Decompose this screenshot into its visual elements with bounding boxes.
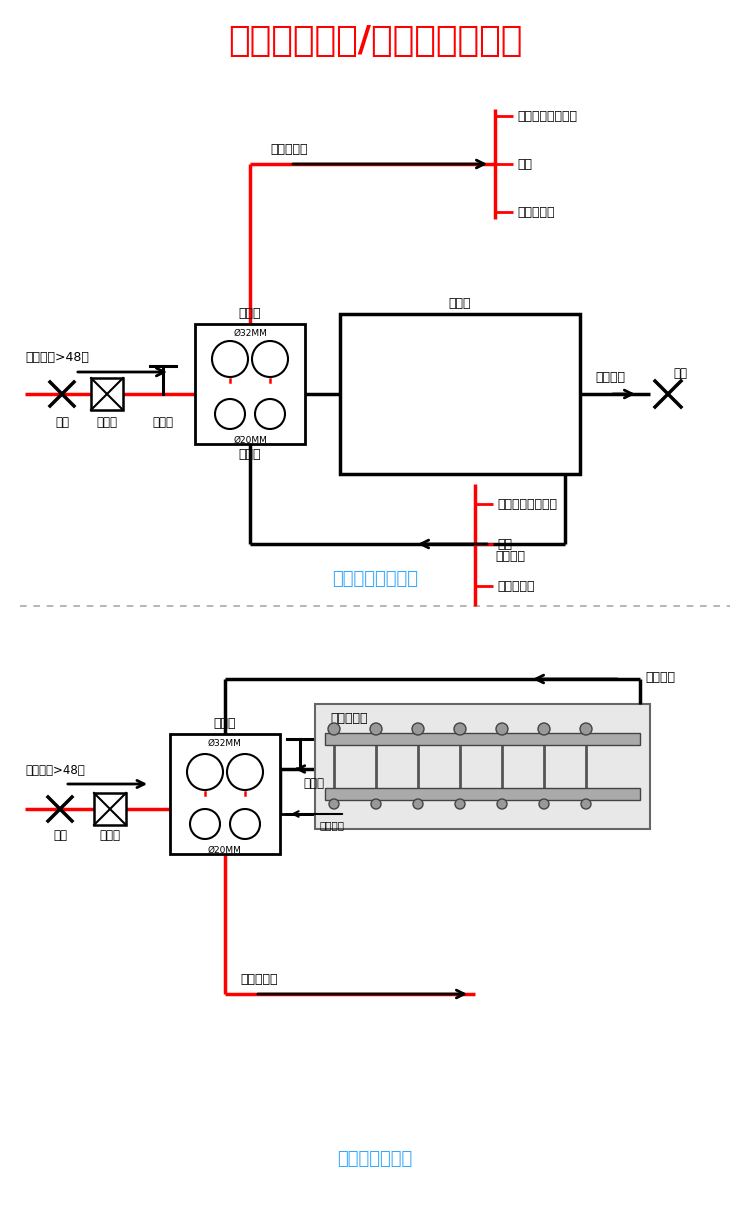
Circle shape	[538, 723, 550, 734]
Text: 热水源进>48度: 热水源进>48度	[25, 351, 88, 364]
Text: Ø20MM: Ø20MM	[233, 436, 267, 446]
Text: 阀门: 阀门	[53, 829, 67, 842]
Text: （暖气片安装图）: （暖气片安装图）	[332, 570, 418, 588]
Circle shape	[230, 809, 260, 838]
Text: （地暖安装图）: （地暖安装图）	[338, 1151, 412, 1168]
Text: 热水源进>48度: 热水源进>48度	[25, 764, 85, 777]
Circle shape	[581, 799, 591, 809]
Text: 过滤器: 过滤器	[97, 416, 118, 428]
Circle shape	[412, 723, 424, 734]
Circle shape	[497, 799, 507, 809]
Circle shape	[455, 799, 465, 809]
Bar	[340, 315, 580, 474]
Bar	[325, 733, 640, 745]
Text: 阀门: 阀门	[673, 367, 687, 379]
Text: 暖气片: 暖气片	[448, 297, 471, 310]
Circle shape	[252, 341, 288, 377]
Circle shape	[329, 799, 339, 809]
Text: 换热水: 换热水	[214, 717, 236, 730]
Text: 洗菜，洗碗，做饭: 洗菜，洗碗，做饭	[517, 109, 577, 122]
Text: 放气阀: 放气阀	[303, 777, 324, 789]
Text: Ø32MM: Ø32MM	[233, 329, 267, 338]
Text: 自来水进: 自来水进	[495, 550, 525, 563]
Circle shape	[370, 723, 382, 734]
Bar	[94, 793, 126, 825]
Circle shape	[496, 723, 508, 734]
Bar	[91, 378, 123, 410]
Text: 阀门: 阀门	[55, 416, 69, 428]
Text: 生活热水出: 生活热水出	[240, 973, 278, 987]
Text: 洗澡: 洗澡	[497, 537, 512, 551]
Bar	[195, 324, 305, 444]
Circle shape	[539, 799, 549, 809]
Text: 热水源出: 热水源出	[320, 820, 345, 830]
Bar	[315, 704, 650, 829]
Text: 洗衣，洗手: 洗衣，洗手	[517, 206, 554, 219]
Text: 洗菜，洗碗，做饭: 洗菜，洗碗，做饭	[497, 497, 557, 510]
Text: 地暖分水器: 地暖分水器	[330, 712, 368, 725]
Circle shape	[328, 723, 340, 734]
Text: 放气阀: 放气阀	[152, 416, 173, 428]
Text: 换热器: 换热器	[238, 307, 261, 319]
Circle shape	[212, 341, 248, 377]
Circle shape	[371, 799, 381, 809]
Bar	[170, 734, 280, 854]
Bar	[325, 788, 640, 800]
Circle shape	[190, 809, 220, 838]
Text: 过滤器: 过滤器	[100, 829, 121, 842]
Text: 洗衣，洗手: 洗衣，洗手	[497, 579, 535, 592]
Circle shape	[580, 723, 592, 734]
Text: 自来水进: 自来水进	[645, 671, 675, 684]
Text: Ø32MM: Ø32MM	[208, 739, 242, 748]
Circle shape	[413, 799, 423, 809]
Circle shape	[215, 399, 245, 428]
Text: 热水源出: 热水源出	[595, 371, 625, 384]
Circle shape	[227, 754, 263, 789]
Text: 生活热水出: 生活热水出	[270, 143, 308, 155]
Text: 换热器暖气片/地暖常规安装图: 换热器暖气片/地暖常规安装图	[228, 24, 522, 58]
Circle shape	[187, 754, 223, 789]
Text: 换热水: 换热水	[238, 448, 261, 461]
Circle shape	[454, 723, 466, 734]
Text: 洗澡: 洗澡	[517, 158, 532, 170]
Text: Ø20MM: Ø20MM	[208, 846, 242, 856]
Circle shape	[255, 399, 285, 428]
